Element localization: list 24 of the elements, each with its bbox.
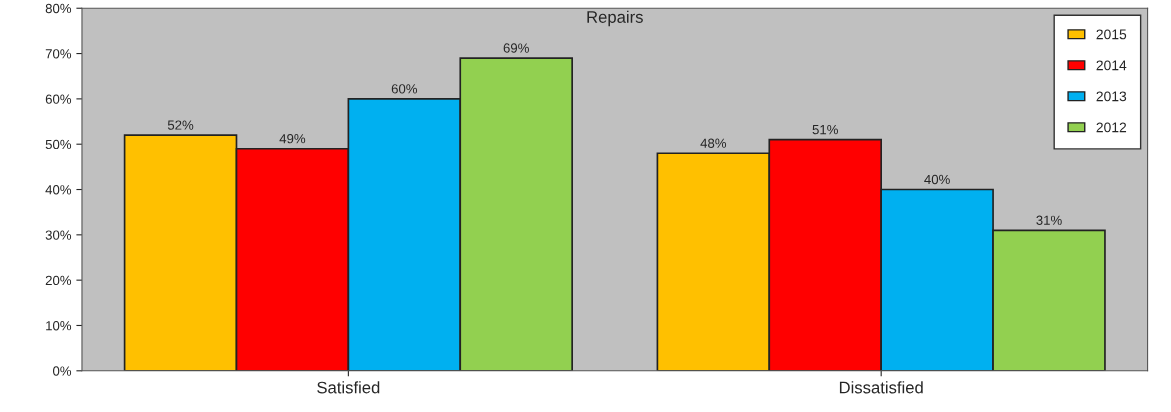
y-tick-label: 0% [53, 366, 72, 376]
data-label: 31% [1036, 215, 1062, 225]
legend-label: 2015 [1096, 29, 1127, 40]
x-tick-label: Dissatisfied [839, 381, 923, 394]
legend-label: 2013 [1096, 91, 1127, 102]
y-tick-label: 30% [45, 230, 72, 240]
y-tick-label: 60% [45, 94, 72, 104]
legend-label: 2014 [1096, 60, 1127, 71]
y-tick-label: 40% [45, 185, 72, 195]
y-tick-label: 10% [46, 321, 72, 331]
legend-label: 2012 [1096, 122, 1127, 133]
y-tick-label: 20% [45, 275, 72, 286]
data-label: 51% [812, 125, 838, 135]
y-tick-label: 80% [45, 3, 72, 14]
data-label: 60% [391, 84, 418, 94]
x-tick-label: Satisfied [317, 381, 380, 394]
data-label: 40% [924, 174, 950, 185]
data-label: 48% [700, 138, 727, 148]
y-tick-label: 70% [45, 49, 72, 59]
data-label: 52% [167, 120, 194, 130]
chart-title: Repairs [587, 10, 643, 27]
y-tick-label: 50% [45, 139, 72, 150]
data-label: 49% [279, 134, 306, 144]
data-label: 69% [503, 43, 529, 53]
